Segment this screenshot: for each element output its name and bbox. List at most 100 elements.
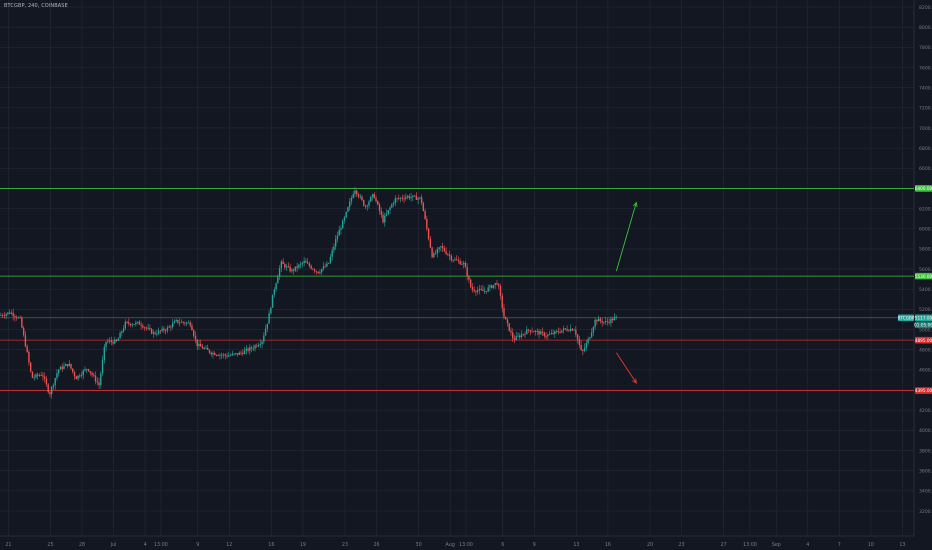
candle-body — [420, 197, 423, 203]
candle-body — [122, 328, 125, 332]
candle-body — [596, 319, 598, 322]
time-tick-label: 13 — [573, 542, 579, 548]
candle-body — [406, 196, 409, 198]
candle-body — [333, 246, 335, 251]
price-tick-label: 3800.00 — [919, 448, 932, 454]
time-tick-label: 21 — [5, 542, 11, 548]
candle-body — [14, 316, 16, 318]
candle-body — [487, 287, 489, 292]
candle-body — [152, 332, 155, 334]
candle-body — [505, 316, 507, 320]
candle-body — [385, 213, 388, 216]
candle-body — [277, 276, 279, 284]
candle-body — [396, 198, 398, 199]
candle-body — [464, 262, 467, 268]
candle-body — [378, 204, 381, 211]
candle-body — [40, 375, 42, 376]
candle-body — [540, 331, 542, 335]
candle-body — [21, 317, 23, 328]
candle-body — [68, 363, 70, 367]
candle-body — [347, 207, 349, 212]
candle-body — [576, 334, 579, 340]
candle-body — [354, 190, 356, 195]
candle-body — [252, 348, 255, 350]
candle-body — [110, 340, 113, 342]
resistance-lower-price-label: 5530.00 — [915, 274, 932, 279]
candle-body — [114, 339, 116, 344]
candle-body — [373, 194, 375, 199]
candle-body — [128, 322, 130, 324]
price-tick-label: 3400.00 — [919, 489, 932, 495]
candle-body — [5, 313, 7, 316]
candle-body — [242, 352, 244, 354]
candle-body — [606, 321, 609, 323]
candle-body — [434, 253, 437, 255]
candle-body — [7, 312, 9, 314]
candle-body — [301, 263, 304, 264]
candle-body — [221, 354, 223, 356]
price-tick-label: 8200.00 — [919, 5, 932, 11]
price-tick-label: 4200.00 — [919, 408, 932, 414]
candle-body — [531, 331, 533, 333]
candle-body — [431, 247, 433, 258]
candle-body — [229, 355, 232, 356]
candle-body — [96, 381, 98, 383]
candle-body — [512, 332, 514, 339]
price-tick-label: 7400.00 — [919, 85, 932, 91]
time-tick-label: 6 — [501, 542, 504, 548]
time-tick-label: 19 — [300, 542, 306, 548]
candle-body — [189, 322, 191, 326]
candle-body — [459, 261, 461, 265]
candle-body — [238, 352, 240, 355]
candle-body — [212, 352, 214, 355]
bearish-arrow-head — [632, 378, 637, 384]
candle-body — [261, 341, 263, 344]
candle-body — [58, 369, 60, 374]
candle-body — [461, 264, 463, 265]
candle-body — [63, 365, 65, 369]
time-tick-label: 27 — [721, 542, 727, 548]
candle-body — [583, 347, 586, 351]
candle-body — [10, 312, 13, 314]
candle-body — [356, 190, 358, 195]
candle-body — [529, 330, 531, 332]
candle-body — [382, 214, 384, 223]
candle-body — [28, 351, 30, 363]
candle-body — [489, 285, 491, 288]
candle-body — [499, 285, 502, 296]
candle-body — [401, 197, 404, 199]
candle-body — [180, 321, 183, 323]
bearish-arrow — [615, 352, 637, 384]
price-tick-label: 4000.00 — [919, 428, 932, 434]
candle-body — [292, 269, 295, 271]
candle-body — [284, 263, 286, 268]
price-tick-label: 6600.00 — [919, 166, 932, 172]
candle-body — [298, 264, 300, 268]
candle-body — [424, 211, 426, 219]
candle-body — [59, 366, 62, 370]
candle-body — [541, 331, 544, 333]
candle-body — [377, 200, 379, 205]
candle-body — [468, 276, 470, 280]
candle-body — [585, 342, 588, 348]
candle-body — [70, 363, 72, 369]
time-tick-label: 13:00 — [459, 542, 473, 548]
candle-body — [124, 321, 127, 329]
candle-body — [592, 327, 595, 333]
candle-body — [107, 341, 109, 343]
candle-body — [350, 197, 353, 202]
candle-body — [305, 261, 307, 263]
candle-body — [154, 332, 156, 334]
candle-body — [550, 332, 553, 335]
price-tick-label: 4800.00 — [919, 348, 932, 354]
candle-body — [611, 318, 614, 321]
candle-body — [338, 230, 340, 236]
candle-body — [608, 321, 610, 323]
price-tick-label: 3200.00 — [919, 509, 932, 515]
candle-body — [77, 375, 79, 380]
candle-body — [334, 239, 337, 247]
candle-body — [417, 198, 419, 200]
candle-body — [603, 321, 605, 323]
